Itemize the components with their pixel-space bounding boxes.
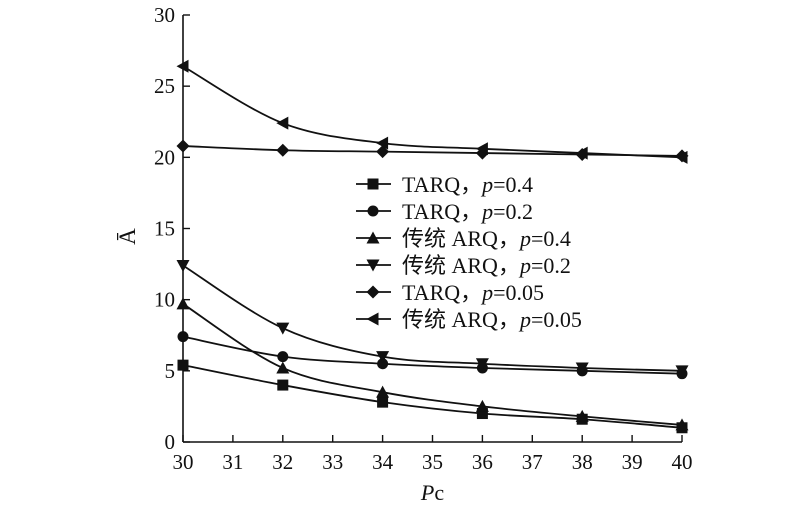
x-tick-label: 31 xyxy=(222,450,243,474)
x-tick-label: 34 xyxy=(372,450,394,474)
x-tick-label: 32 xyxy=(272,450,293,474)
legend-item: TARQ，p=0.05 xyxy=(356,280,544,305)
data-point xyxy=(376,385,390,398)
legend-label: TARQ，p=0.05 xyxy=(402,280,544,305)
x-axis-label: Pc xyxy=(420,480,444,505)
y-axis-label: Ā xyxy=(115,228,140,245)
data-point xyxy=(575,409,589,422)
data-point xyxy=(475,399,489,412)
x-tick-label: 39 xyxy=(622,450,643,474)
legend-item: 传统 ARQ，p=0.05 xyxy=(356,307,582,332)
series-line xyxy=(182,364,683,429)
data-point xyxy=(377,358,389,370)
legend-marker xyxy=(367,178,379,190)
legend-marker xyxy=(366,259,380,272)
legend-label: 传统 ARQ，p=0.2 xyxy=(402,253,571,278)
data-point xyxy=(575,146,588,160)
legend-label: 传统 ARQ，p=0.05 xyxy=(402,307,582,332)
x-tick-label: 30 xyxy=(173,450,194,474)
series-line xyxy=(182,145,683,157)
data-point xyxy=(476,408,488,420)
data-point xyxy=(276,322,290,335)
x-tick-label: 37 xyxy=(522,450,543,474)
data-point xyxy=(675,365,689,378)
y-tick-label: 10 xyxy=(154,288,175,312)
x-tick-label: 38 xyxy=(572,450,593,474)
data-point xyxy=(575,362,589,375)
series-line xyxy=(182,335,683,375)
y-tick-label: 15 xyxy=(154,217,175,241)
series-4 xyxy=(176,260,689,378)
legend-label: TARQ，p=0.4 xyxy=(402,172,533,197)
data-point xyxy=(277,379,289,391)
data-point xyxy=(475,358,489,371)
legend-marker xyxy=(367,205,379,217)
data-point xyxy=(376,145,390,159)
series-5 xyxy=(176,139,689,163)
y-tick-label: 5 xyxy=(165,359,176,383)
series-layer xyxy=(176,59,689,434)
series-1 xyxy=(177,359,688,434)
legend-item: 传统 ARQ，p=0.4 xyxy=(356,226,571,251)
data-point xyxy=(176,139,190,153)
axes: 0 5 10 15 20 25 30 30 31 32 33 34 35 36 37 38 39 40 Pc Ā xyxy=(115,3,693,505)
data-point xyxy=(177,331,189,343)
y-tick-label: 0 xyxy=(165,430,176,454)
data-point xyxy=(276,116,289,130)
data-point xyxy=(675,150,688,164)
x-tick-label: 36 xyxy=(472,450,493,474)
y-tick-label: 20 xyxy=(154,145,175,169)
legend-marker xyxy=(366,285,380,299)
data-point xyxy=(276,361,290,374)
legend-marker xyxy=(366,312,379,326)
series-6 xyxy=(176,59,688,164)
series-line xyxy=(182,264,683,372)
x-tick-label: 35 xyxy=(422,450,443,474)
data-point xyxy=(177,359,189,371)
data-point xyxy=(176,297,190,310)
series-2 xyxy=(177,331,688,380)
y-tick-label: 30 xyxy=(154,3,175,27)
data-point xyxy=(376,351,390,364)
series-3 xyxy=(176,297,689,431)
y-tick-label: 25 xyxy=(154,74,175,98)
data-point xyxy=(176,260,190,273)
legend-label: 传统 ARQ，p=0.4 xyxy=(402,226,571,251)
data-point xyxy=(376,136,389,150)
legend-item: 传统 ARQ，p=0.2 xyxy=(356,253,571,278)
x-tick-label: 33 xyxy=(322,450,343,474)
legend-item: TARQ，p=0.2 xyxy=(356,199,533,224)
series-line xyxy=(182,65,683,159)
data-point xyxy=(276,143,290,157)
data-point xyxy=(675,418,689,431)
legend-label: TARQ，p=0.2 xyxy=(402,199,533,224)
data-point xyxy=(277,351,289,363)
data-point xyxy=(176,59,189,73)
data-point xyxy=(377,396,389,408)
data-point xyxy=(475,142,488,156)
legend-item: TARQ，p=0.4 xyxy=(356,172,533,197)
x-tick-label: 40 xyxy=(672,450,693,474)
legend-marker xyxy=(366,231,380,244)
series-line xyxy=(182,303,683,426)
